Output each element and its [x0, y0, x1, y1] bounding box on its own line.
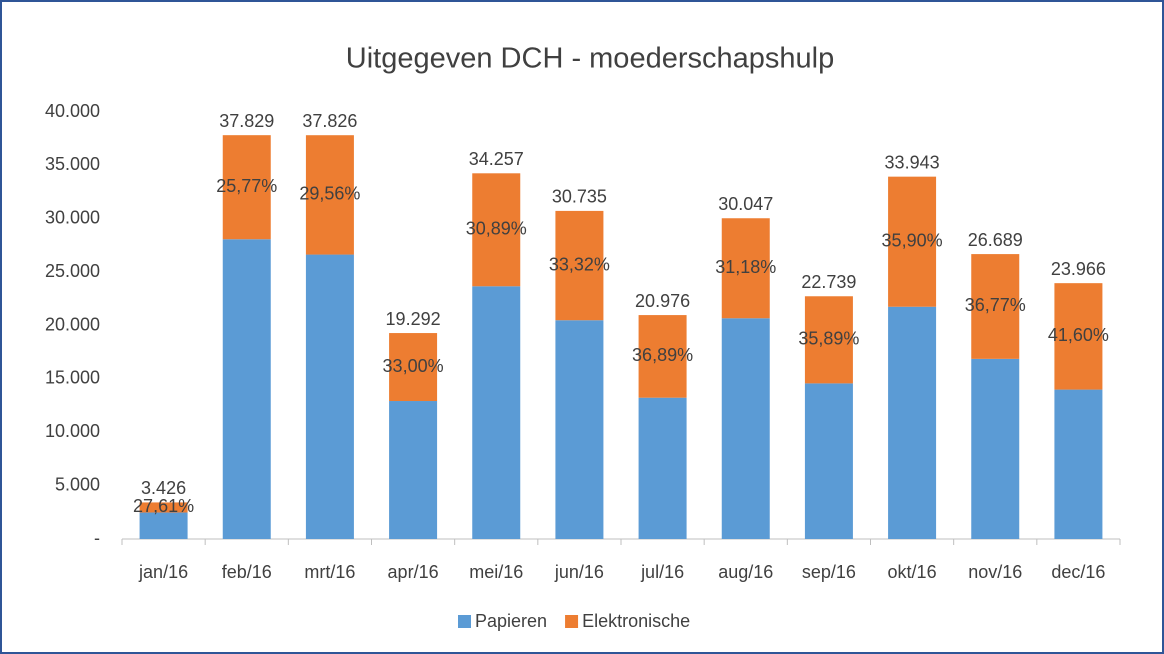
total-label: 30.047	[718, 194, 773, 214]
x-tick-label: apr/16	[388, 562, 439, 582]
x-tick-label: aug/16	[718, 562, 773, 582]
total-label: 26.689	[968, 230, 1023, 250]
bar-segment	[1054, 283, 1103, 390]
total-label: 37.829	[219, 111, 274, 131]
y-tick-label: 40.000	[45, 101, 100, 121]
bar-segment	[139, 512, 188, 539]
y-tick-label: 15.000	[45, 368, 100, 388]
x-tick-label: nov/16	[968, 562, 1022, 582]
y-tick-label: 20.000	[45, 314, 100, 334]
bar-segment	[305, 254, 354, 539]
bar-segment	[222, 239, 271, 539]
total-label: 22.739	[801, 272, 856, 292]
share-label: 31,18%	[715, 257, 776, 277]
y-tick-label: 25.000	[45, 261, 100, 281]
bar-segment	[389, 333, 438, 402]
bar-segment	[139, 502, 188, 513]
x-tick-label: sep/16	[802, 562, 856, 582]
x-tick-label: jun/16	[554, 562, 604, 582]
x-tick-label: feb/16	[222, 562, 272, 582]
bar-segment	[804, 296, 853, 384]
share-label: 41,60%	[1048, 325, 1109, 345]
bar-segment	[888, 176, 937, 307]
bar-segment	[472, 286, 521, 539]
bar-segment	[389, 401, 438, 539]
legend-label: Papieren	[475, 611, 547, 631]
bar-segment	[971, 358, 1020, 539]
bar-segment	[305, 135, 354, 255]
bar-segment	[804, 383, 853, 539]
total-label: 33.943	[885, 152, 940, 172]
y-tick-label: 30.000	[45, 208, 100, 228]
share-label: 25,77%	[216, 176, 277, 196]
total-label: 30.735	[552, 187, 607, 207]
y-tick-label: 35.000	[45, 154, 100, 174]
bar-segment	[555, 210, 604, 321]
share-label: 33,00%	[383, 356, 444, 376]
share-label: 33,32%	[549, 254, 610, 274]
bar-segment	[472, 173, 521, 287]
total-label: 19.292	[386, 309, 441, 329]
chart-title: Uitgegeven DCH - moederschapshulp	[346, 43, 834, 75]
legend-swatch	[565, 615, 579, 628]
bar-segment	[888, 306, 937, 539]
x-tick-label: okt/16	[888, 562, 937, 582]
x-tick-label: jul/16	[640, 562, 684, 582]
x-tick-label: jan/16	[138, 562, 188, 582]
share-label: 36,77%	[965, 295, 1026, 315]
share-label: 36,89%	[632, 345, 693, 365]
share-label: 29,56%	[299, 184, 360, 204]
total-label: 37.826	[302, 111, 357, 131]
total-label: 20.976	[635, 291, 690, 311]
x-tick-label: mrt/16	[304, 562, 355, 582]
bar-segment	[638, 397, 687, 539]
total-label: 3.426	[141, 478, 186, 498]
total-label: 23.966	[1051, 259, 1106, 279]
share-label: 35,89%	[798, 329, 859, 349]
legend-label: Elektronische	[582, 611, 690, 631]
share-label: 30,89%	[466, 219, 527, 239]
total-label: 34.257	[469, 149, 524, 169]
bar-segment	[638, 315, 687, 398]
y-tick-label: -	[94, 528, 100, 548]
x-tick-label: dec/16	[1051, 562, 1105, 582]
bar-segment	[222, 135, 271, 240]
bar-segment	[721, 318, 770, 539]
bar-segment	[555, 320, 604, 539]
y-tick-label: 5.000	[55, 474, 100, 494]
bar-segment	[971, 254, 1020, 359]
bar-segment	[721, 218, 770, 319]
share-label: 35,90%	[882, 230, 943, 250]
share-label: 27,61%	[133, 496, 194, 516]
y-tick-label: 10.000	[45, 421, 100, 441]
x-tick-label: mei/16	[469, 562, 523, 582]
legend-swatch	[458, 615, 471, 628]
bar-segment	[1054, 389, 1103, 539]
